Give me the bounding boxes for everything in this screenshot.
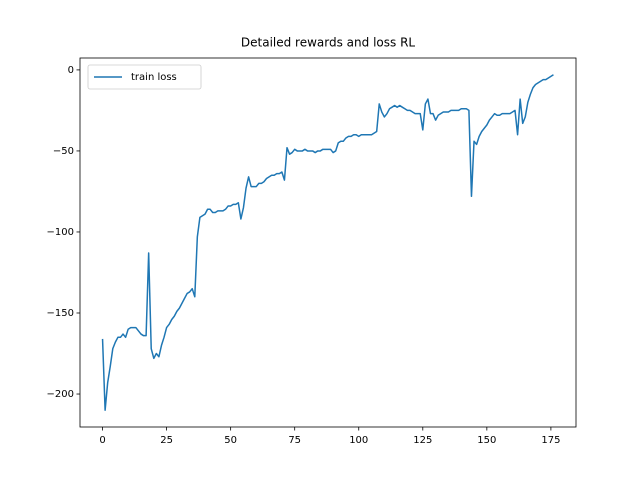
x-tick-label: 25 xyxy=(160,435,173,446)
legend-label: train loss xyxy=(131,72,177,83)
y-tick-label: −150 xyxy=(47,308,74,319)
legend-box xyxy=(87,64,202,90)
x-tick-label: 175 xyxy=(541,435,560,446)
x-tick-label: 50 xyxy=(224,435,237,446)
x-tick-label: 75 xyxy=(288,435,301,446)
y-tick-label: −100 xyxy=(47,227,74,238)
y-tick-label: −200 xyxy=(47,389,74,400)
chart-title: Detailed rewards and loss RL xyxy=(241,36,416,50)
data-line xyxy=(101,74,554,411)
y-tick-label: 0 xyxy=(68,65,74,76)
x-tick-label: 100 xyxy=(349,435,368,446)
y-tick-label: −50 xyxy=(53,146,74,157)
x-tick-label: 150 xyxy=(477,435,496,446)
x-tick-label: 0 xyxy=(99,435,105,446)
x-tick-label: 125 xyxy=(413,435,432,446)
plot-frame xyxy=(79,57,577,428)
